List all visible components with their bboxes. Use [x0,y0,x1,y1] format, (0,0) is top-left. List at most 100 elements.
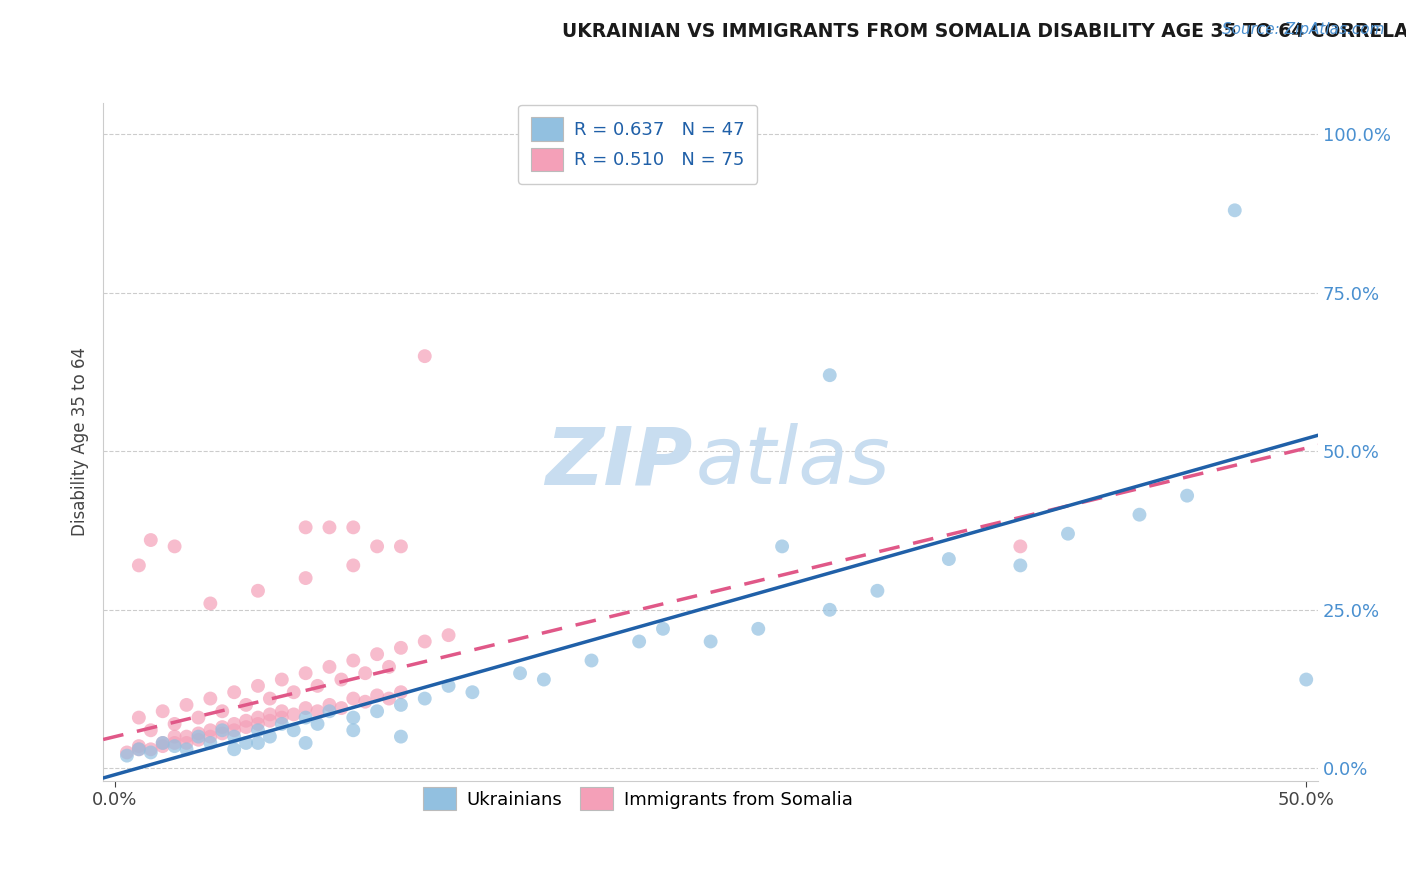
Immigrants from Somalia [259,714,281,728]
Immigrants from Somalia [176,730,198,744]
Immigrants from Somalia [342,520,364,534]
Immigrants from Somalia [176,698,198,712]
Immigrants from Somalia [163,540,186,554]
Immigrants from Somalia [342,691,364,706]
Immigrants from Somalia [128,742,150,756]
Immigrants from Somalia [330,673,353,687]
Ukrainians [176,742,198,756]
Immigrants from Somalia [235,714,257,728]
Immigrants from Somalia [389,540,412,554]
Immigrants from Somalia [187,732,209,747]
Immigrants from Somalia [139,742,162,756]
Immigrants from Somalia [342,558,364,573]
Ukrainians [509,666,531,681]
Immigrants from Somalia [200,723,222,738]
Ukrainians [938,552,960,566]
Immigrants from Somalia [283,685,305,699]
Immigrants from Somalia [330,701,353,715]
Ukrainians [699,634,721,648]
Immigrants from Somalia [342,653,364,667]
Ukrainians [128,742,150,756]
Immigrants from Somalia [259,691,281,706]
Immigrants from Somalia [354,695,377,709]
Immigrants from Somalia [389,640,412,655]
Ukrainians [389,730,412,744]
Immigrants from Somalia [259,707,281,722]
Ukrainians [437,679,460,693]
Immigrants from Somalia [128,558,150,573]
Ukrainians [770,540,793,554]
Ukrainians [211,723,233,738]
Ukrainians [342,723,364,738]
Immigrants from Somalia [354,666,377,681]
Immigrants from Somalia [152,739,174,753]
Ukrainians [413,691,436,706]
Immigrants from Somalia [294,520,316,534]
Immigrants from Somalia [200,597,222,611]
Immigrants from Somalia [366,647,388,661]
Ukrainians [747,622,769,636]
Ukrainians [200,736,222,750]
Ukrainians [270,717,292,731]
Ukrainians [581,653,603,667]
Ukrainians [259,730,281,744]
Immigrants from Somalia [211,720,233,734]
Immigrants from Somalia [115,746,138,760]
Immigrants from Somalia [318,698,340,712]
Immigrants from Somalia [366,540,388,554]
Legend: Ukrainians, Immigrants from Somalia: Ukrainians, Immigrants from Somalia [411,774,865,822]
Immigrants from Somalia [163,717,186,731]
Ukrainians [139,746,162,760]
Immigrants from Somalia [176,736,198,750]
Immigrants from Somalia [235,698,257,712]
Immigrants from Somalia [318,660,340,674]
Ukrainians [294,736,316,750]
Immigrants from Somalia [307,704,329,718]
Immigrants from Somalia [200,691,222,706]
Immigrants from Somalia [270,710,292,724]
Immigrants from Somalia [246,583,269,598]
Immigrants from Somalia [163,736,186,750]
Immigrants from Somalia [224,723,246,738]
Immigrants from Somalia [246,679,269,693]
Immigrants from Somalia [187,710,209,724]
Ukrainians [1295,673,1317,687]
Immigrants from Somalia [294,666,316,681]
Immigrants from Somalia [152,736,174,750]
Ukrainians [1128,508,1150,522]
Immigrants from Somalia [283,707,305,722]
Immigrants from Somalia [200,730,222,744]
Immigrants from Somalia [270,704,292,718]
Ukrainians [115,748,138,763]
Ukrainians [1223,203,1246,218]
Immigrants from Somalia [294,701,316,715]
Immigrants from Somalia [366,689,388,703]
Immigrants from Somalia [139,723,162,738]
Text: Source: ZipAtlas.com: Source: ZipAtlas.com [1222,22,1385,37]
Ukrainians [187,730,209,744]
Ukrainians [342,710,364,724]
Ukrainians [818,603,841,617]
Immigrants from Somalia [413,349,436,363]
Ukrainians [307,717,329,731]
Ukrainians [1057,526,1080,541]
Ukrainians [866,583,889,598]
Immigrants from Somalia [224,685,246,699]
Immigrants from Somalia [187,726,209,740]
Ukrainians [366,704,388,718]
Immigrants from Somalia [389,685,412,699]
Text: ZIP: ZIP [546,423,692,501]
Ukrainians [224,730,246,744]
Immigrants from Somalia [378,691,401,706]
Immigrants from Somalia [246,710,269,724]
Immigrants from Somalia [163,730,186,744]
Ukrainians [246,736,269,750]
Ukrainians [163,739,186,753]
Ukrainians [1175,489,1198,503]
Immigrants from Somalia [211,704,233,718]
Ukrainians [818,368,841,383]
Ukrainians [318,704,340,718]
Immigrants from Somalia [224,717,246,731]
Text: atlas: atlas [696,423,891,501]
Immigrants from Somalia [152,704,174,718]
